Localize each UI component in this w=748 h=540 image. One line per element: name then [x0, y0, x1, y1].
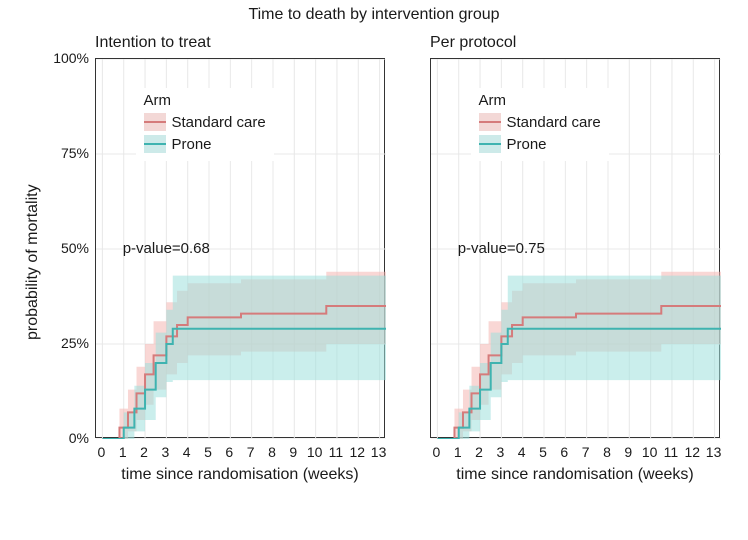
x-tick-label: 10	[307, 438, 323, 460]
x-tick-label: 4	[183, 438, 191, 460]
legend-title: Arm	[479, 92, 601, 109]
x-tick-label: 1	[454, 438, 462, 460]
x-tick-label: 12	[349, 438, 365, 460]
legend-item: Prone	[144, 133, 266, 155]
x-tick-label: 5	[539, 438, 547, 460]
legend-label: Prone	[172, 136, 212, 153]
x-tick-label: 6	[560, 438, 568, 460]
x-tick-label: 3	[161, 438, 169, 460]
legend-swatch	[144, 135, 166, 153]
p-value-annotation: p-value=0.68	[123, 240, 210, 257]
legend-label: Standard care	[172, 114, 266, 131]
panel-1: Per protocol012345678910111213time since…	[430, 58, 720, 438]
legend-item: Standard care	[479, 111, 601, 133]
x-tick-label: 11	[329, 438, 344, 460]
y-tick-label: 100%	[53, 50, 95, 66]
y-tick-label: 0%	[69, 430, 95, 446]
x-tick-label: 6	[225, 438, 233, 460]
x-tick-label: 2	[475, 438, 483, 460]
x-axis-title: time since randomisation (weeks)	[430, 466, 720, 484]
x-tick-label: 10	[642, 438, 658, 460]
x-tick-label: 5	[204, 438, 212, 460]
panel-title: Intention to treat	[95, 34, 211, 52]
legend-swatch	[144, 113, 166, 131]
x-tick-label: 0	[432, 438, 440, 460]
p-value-annotation: p-value=0.75	[458, 240, 545, 257]
x-tick-label: 9	[289, 438, 297, 460]
legend-label: Standard care	[507, 114, 601, 131]
panel-0: Intention to treat0%25%50%75%100%0123456…	[95, 58, 385, 438]
panel-title: Per protocol	[430, 34, 516, 52]
x-axis-title: time since randomisation (weeks)	[95, 466, 385, 484]
x-tick-label: 1	[119, 438, 127, 460]
x-tick-label: 8	[268, 438, 276, 460]
x-tick-label: 11	[664, 438, 679, 460]
legend: Arm Standard care Prone	[471, 88, 609, 161]
x-tick-label: 7	[582, 438, 590, 460]
x-tick-label: 13	[371, 438, 387, 460]
legend-label: Prone	[507, 136, 547, 153]
x-tick-label: 9	[624, 438, 632, 460]
legend-item: Prone	[479, 133, 601, 155]
figure: Time to death by intervention group prob…	[0, 0, 748, 540]
x-tick-label: 8	[603, 438, 611, 460]
y-tick-label: 50%	[61, 240, 95, 256]
legend-item: Standard care	[144, 111, 266, 133]
x-tick-label: 12	[684, 438, 700, 460]
legend-title: Arm	[144, 92, 266, 109]
y-axis-title: probability of mortality	[24, 184, 42, 340]
legend-swatch	[479, 135, 501, 153]
x-tick-label: 4	[518, 438, 526, 460]
y-tick-label: 75%	[61, 145, 95, 161]
y-tick-label: 25%	[61, 335, 95, 351]
x-tick-label: 13	[706, 438, 722, 460]
x-tick-label: 0	[97, 438, 105, 460]
legend-swatch	[479, 113, 501, 131]
legend: Arm Standard care Prone	[136, 88, 274, 161]
main-title: Time to death by intervention group	[0, 6, 748, 24]
x-tick-label: 7	[247, 438, 255, 460]
x-tick-label: 2	[140, 438, 148, 460]
x-tick-label: 3	[496, 438, 504, 460]
